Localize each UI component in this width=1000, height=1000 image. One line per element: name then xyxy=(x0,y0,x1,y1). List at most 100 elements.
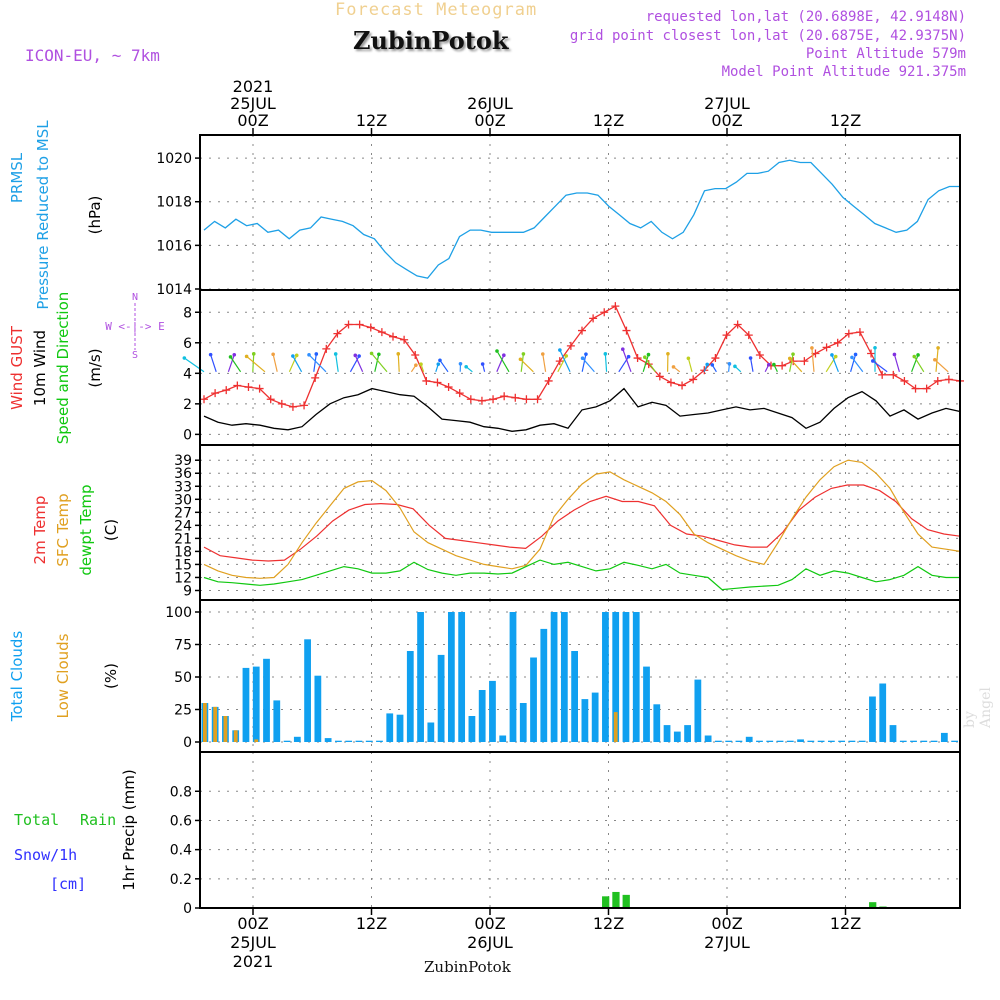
date-label-top: 26JUL xyxy=(467,94,513,113)
gust-marker xyxy=(889,370,898,379)
wind-direction-arrow xyxy=(227,354,235,372)
gust-marker xyxy=(433,378,442,387)
footer-location: ZubinPotok xyxy=(424,958,511,976)
wind-arrow-head xyxy=(458,361,463,366)
low-cloud-bar xyxy=(213,706,218,742)
wind-arrow-head xyxy=(294,353,299,358)
wind-unit: (m/s) xyxy=(86,348,104,387)
wind-direction-arrow xyxy=(371,353,388,373)
wind-arrow-head xyxy=(748,356,753,360)
gust-marker xyxy=(822,343,831,352)
wind-arrow-head xyxy=(271,352,275,357)
t2m-label: 2m Temp xyxy=(31,496,49,565)
y-tick-label: 15 xyxy=(174,557,192,573)
gust-marker xyxy=(722,331,731,340)
gust-marker xyxy=(578,326,586,335)
y-tick-label: 6 xyxy=(183,336,192,352)
gust-marker xyxy=(778,361,787,370)
total-rain-label: Total xyxy=(14,811,59,829)
clouds-unit: (%) xyxy=(102,663,120,689)
compass-s: S xyxy=(132,350,138,361)
gust-marker xyxy=(855,328,864,337)
wind-direction-arrow xyxy=(397,353,400,372)
total-cloud-bar xyxy=(869,696,876,742)
gust-marker xyxy=(933,376,942,385)
gust-marker xyxy=(233,381,242,390)
gust-marker xyxy=(389,332,397,341)
wind-direction-arrow xyxy=(520,358,534,373)
gust-marker xyxy=(277,399,286,408)
total-cloud-bar xyxy=(468,716,476,742)
total-cloud-bar xyxy=(283,740,291,742)
gust-marker xyxy=(533,395,542,404)
total-cloud-bar xyxy=(335,740,342,742)
y-tick-label: 21 xyxy=(174,531,192,547)
wind-arrow-head xyxy=(580,356,585,361)
wind-arrow-head xyxy=(772,362,776,367)
total-cloud-bar xyxy=(899,740,907,742)
gust-marker xyxy=(944,375,953,384)
y-tick-label: 39 xyxy=(174,453,192,469)
gust-marker xyxy=(900,376,909,385)
total-cloud-bar xyxy=(540,628,548,742)
gust-marker xyxy=(844,329,853,338)
total-cloud-bar xyxy=(694,679,702,742)
total-cloud-bar xyxy=(560,612,568,742)
total-cloud-bar xyxy=(725,740,733,742)
wind-direction-arrow xyxy=(520,353,524,372)
wind-direction-arrow xyxy=(604,353,608,372)
total-cloud-bar xyxy=(478,690,486,742)
wind-arrow-head xyxy=(396,352,401,356)
y-tick-label: 8 xyxy=(183,305,192,321)
wind-direction-arrow xyxy=(644,356,656,373)
y-tick-label: 0 xyxy=(183,735,192,751)
wind-direction-arrow xyxy=(618,356,630,373)
total-cloud-bar xyxy=(715,740,722,742)
total-cloud-bar xyxy=(263,658,270,742)
total-cloud-bar xyxy=(437,654,445,742)
requested-coords: requested lon,lat (20.6898E, 42.9148N) xyxy=(645,9,966,25)
sfc-temp-label: SFC Temp xyxy=(54,493,72,566)
wind-direction-arrow xyxy=(825,356,837,373)
gust-marker xyxy=(455,389,464,398)
total-cloud-bar xyxy=(704,735,712,742)
wind-direction-arrow xyxy=(851,357,864,373)
date-label-top: 25JUL xyxy=(230,94,276,113)
wind-direction-arrow xyxy=(831,354,839,373)
panel-frame xyxy=(199,444,961,601)
wind-arrow-head xyxy=(518,357,523,362)
gust-marker xyxy=(300,401,309,410)
gust-marker xyxy=(878,370,887,379)
total-cloud-bar xyxy=(735,740,743,742)
gust-marker xyxy=(800,357,809,366)
total-cloud-bar xyxy=(797,739,804,742)
wind-arrow-head xyxy=(671,365,676,369)
total-cloud-bar xyxy=(745,736,753,742)
precip-unit: 1hr Precip (mm) xyxy=(120,769,138,890)
wind-arrow-head xyxy=(414,363,418,367)
gust-marker xyxy=(444,383,453,392)
total-cloud-bar xyxy=(489,680,496,742)
wind-arrow-head xyxy=(251,352,256,356)
gust-marker xyxy=(400,335,409,344)
pressure-reduced-label: Pressure Reduced to MSL xyxy=(34,120,52,310)
wind-arrow-head xyxy=(643,355,647,360)
y-tick-label: 50 xyxy=(174,670,192,686)
y-tick-label: 0.8 xyxy=(170,784,192,800)
wind-arrow-head xyxy=(353,353,358,358)
gust-marker xyxy=(222,386,231,395)
wind-direction-arrow xyxy=(811,347,815,372)
total-cloud-bar xyxy=(858,740,866,742)
y-tick-label: 33 xyxy=(174,479,192,495)
total-cloud-bar xyxy=(499,735,507,742)
y-tick-label: 2 xyxy=(183,397,192,413)
total-cloud-bar xyxy=(324,738,332,742)
gust-marker xyxy=(633,354,642,363)
wind-arrow-head xyxy=(357,354,361,358)
wind-arrow-head xyxy=(584,352,588,356)
wind-arrow-head xyxy=(830,353,834,357)
low-cloud-bar xyxy=(613,712,618,742)
gust-marker xyxy=(611,302,620,311)
wind-direction-arrow xyxy=(581,354,587,372)
wind-arrow-head xyxy=(464,364,468,369)
